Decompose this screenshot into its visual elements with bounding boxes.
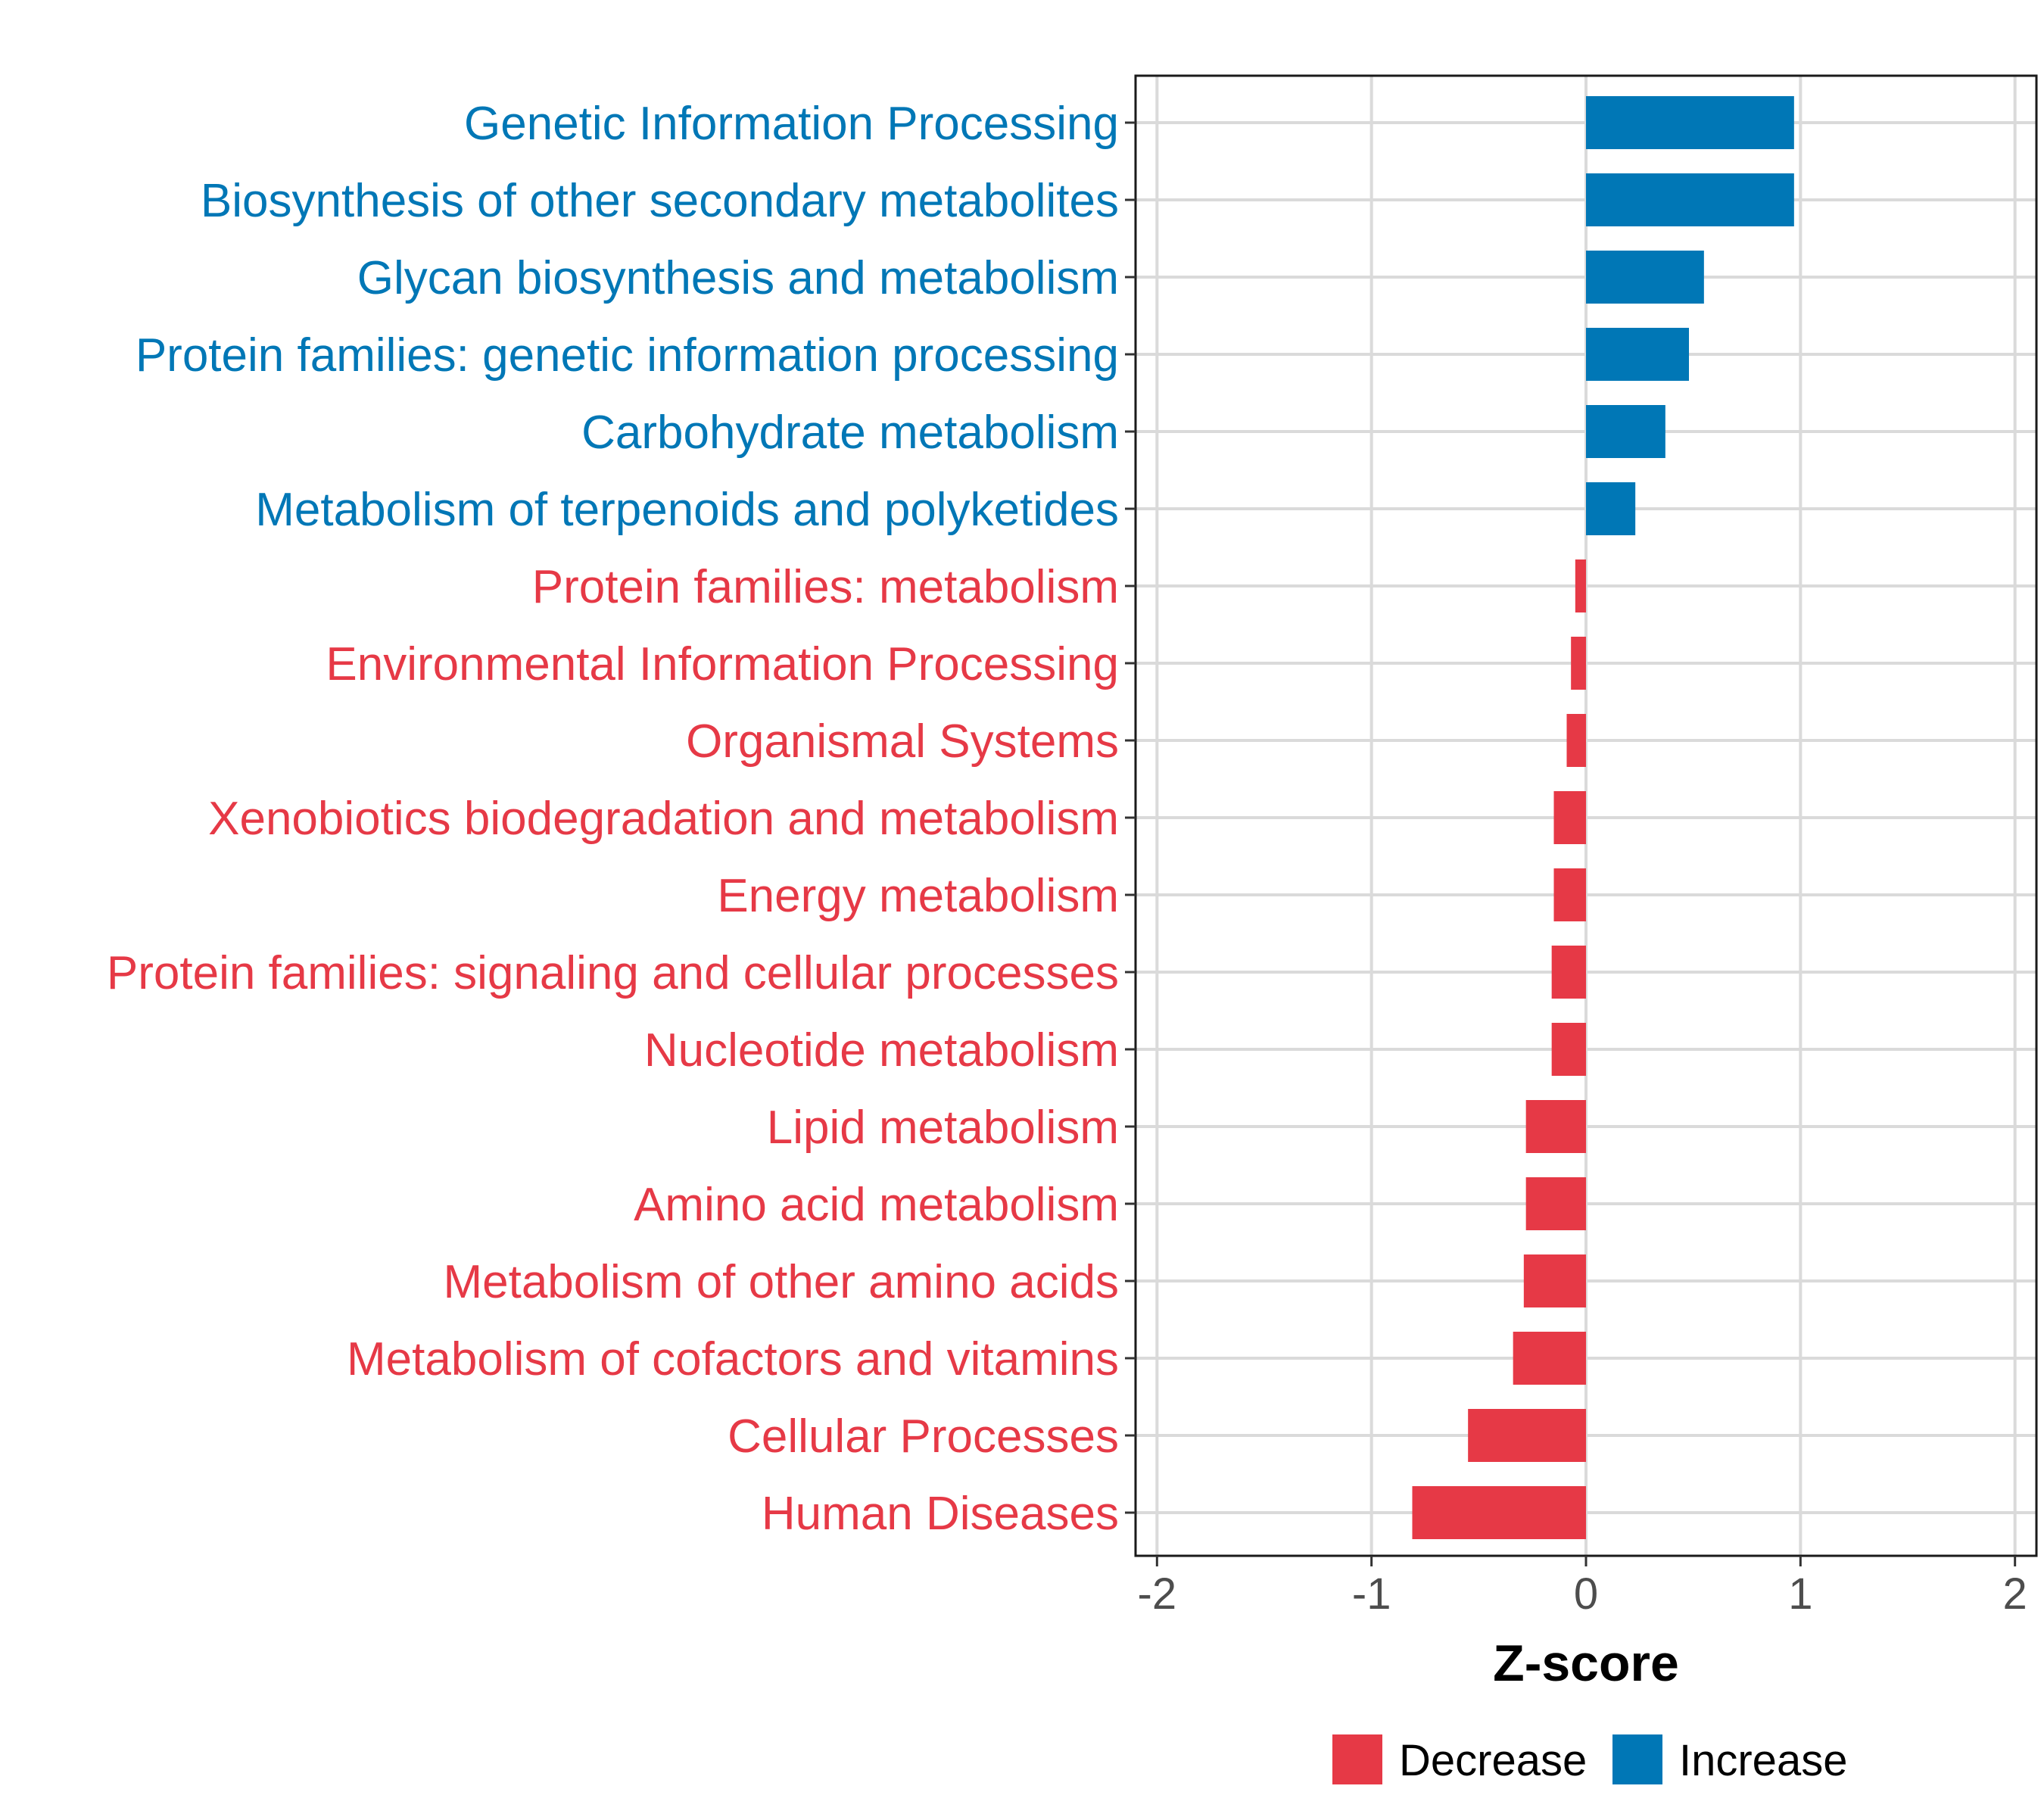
bar-2 [1586,173,1794,226]
bar-10 [1553,791,1586,844]
category-label: Carbohydrate metabolism [581,407,1119,459]
x-axis: -2 -1 0 1 2 [1138,1556,2027,1619]
bar-3 [1586,251,1704,304]
bar-6 [1586,482,1636,535]
bar-15 [1525,1177,1586,1230]
category-label: Xenobiotics biodegradation and metabolis… [208,793,1119,845]
category-label: Energy metabolism [717,870,1119,922]
category-label: Cellular Processes [728,1410,1119,1463]
category-label: Protein families: signaling and cellular… [107,947,1119,999]
category-label: Organismal Systems [686,715,1119,768]
x-tick-label: -2 [1138,1569,1177,1619]
category-label: Lipid metabolism [767,1102,1119,1154]
bar-14 [1525,1100,1586,1153]
category-label: Human Diseases [762,1488,1119,1540]
bar-9 [1566,714,1586,767]
x-tick-label: -1 [1352,1569,1391,1619]
bars [1412,96,1794,1539]
bar-12 [1551,946,1586,999]
bar-17 [1513,1332,1586,1385]
bar-7 [1575,559,1586,612]
category-label: Metabolism of cofactors and vitamins [347,1333,1119,1385]
legend-label-increase: Increase [1679,1736,1847,1785]
bar-19 [1412,1486,1586,1539]
bar-1 [1586,96,1794,149]
legend: Decrease Increase [1332,1734,1847,1785]
category-label: Protein families: metabolism [532,561,1119,613]
category-label: Environmental Information Processing [326,638,1119,690]
x-tick-label: 0 [1574,1569,1598,1619]
bar-5 [1586,405,1665,458]
category-label: Metabolism of other amino acids [443,1256,1119,1308]
legend-swatch-decrease [1332,1734,1382,1784]
x-axis-title: Z-score [1493,1635,1679,1692]
category-label: Biosynthesis of other secondary metaboli… [201,175,1119,227]
category-label: Glycan biosynthesis and metabolism [357,252,1119,304]
bar-11 [1553,868,1586,921]
category-label: Metabolism of terpenoids and polyketides [255,484,1119,536]
legend-swatch-increase [1612,1734,1662,1784]
x-tick-label: 1 [1788,1569,1812,1619]
bar-13 [1551,1023,1586,1076]
legend-label-decrease: Decrease [1399,1736,1587,1785]
bar-4 [1586,328,1689,381]
category-label: Nucleotide metabolism [644,1024,1119,1077]
category-label: Amino acid metabolism [634,1179,1119,1231]
bar-16 [1523,1254,1586,1307]
y-axis: Genetic Information Processing Biosynthes… [107,98,1136,1540]
bar-18 [1468,1409,1586,1462]
bar-8 [1571,637,1586,690]
x-tick-label: 2 [2003,1569,2027,1619]
category-label: Genetic Information Processing [464,98,1119,150]
category-label: Protein families: genetic information pr… [136,329,1119,382]
